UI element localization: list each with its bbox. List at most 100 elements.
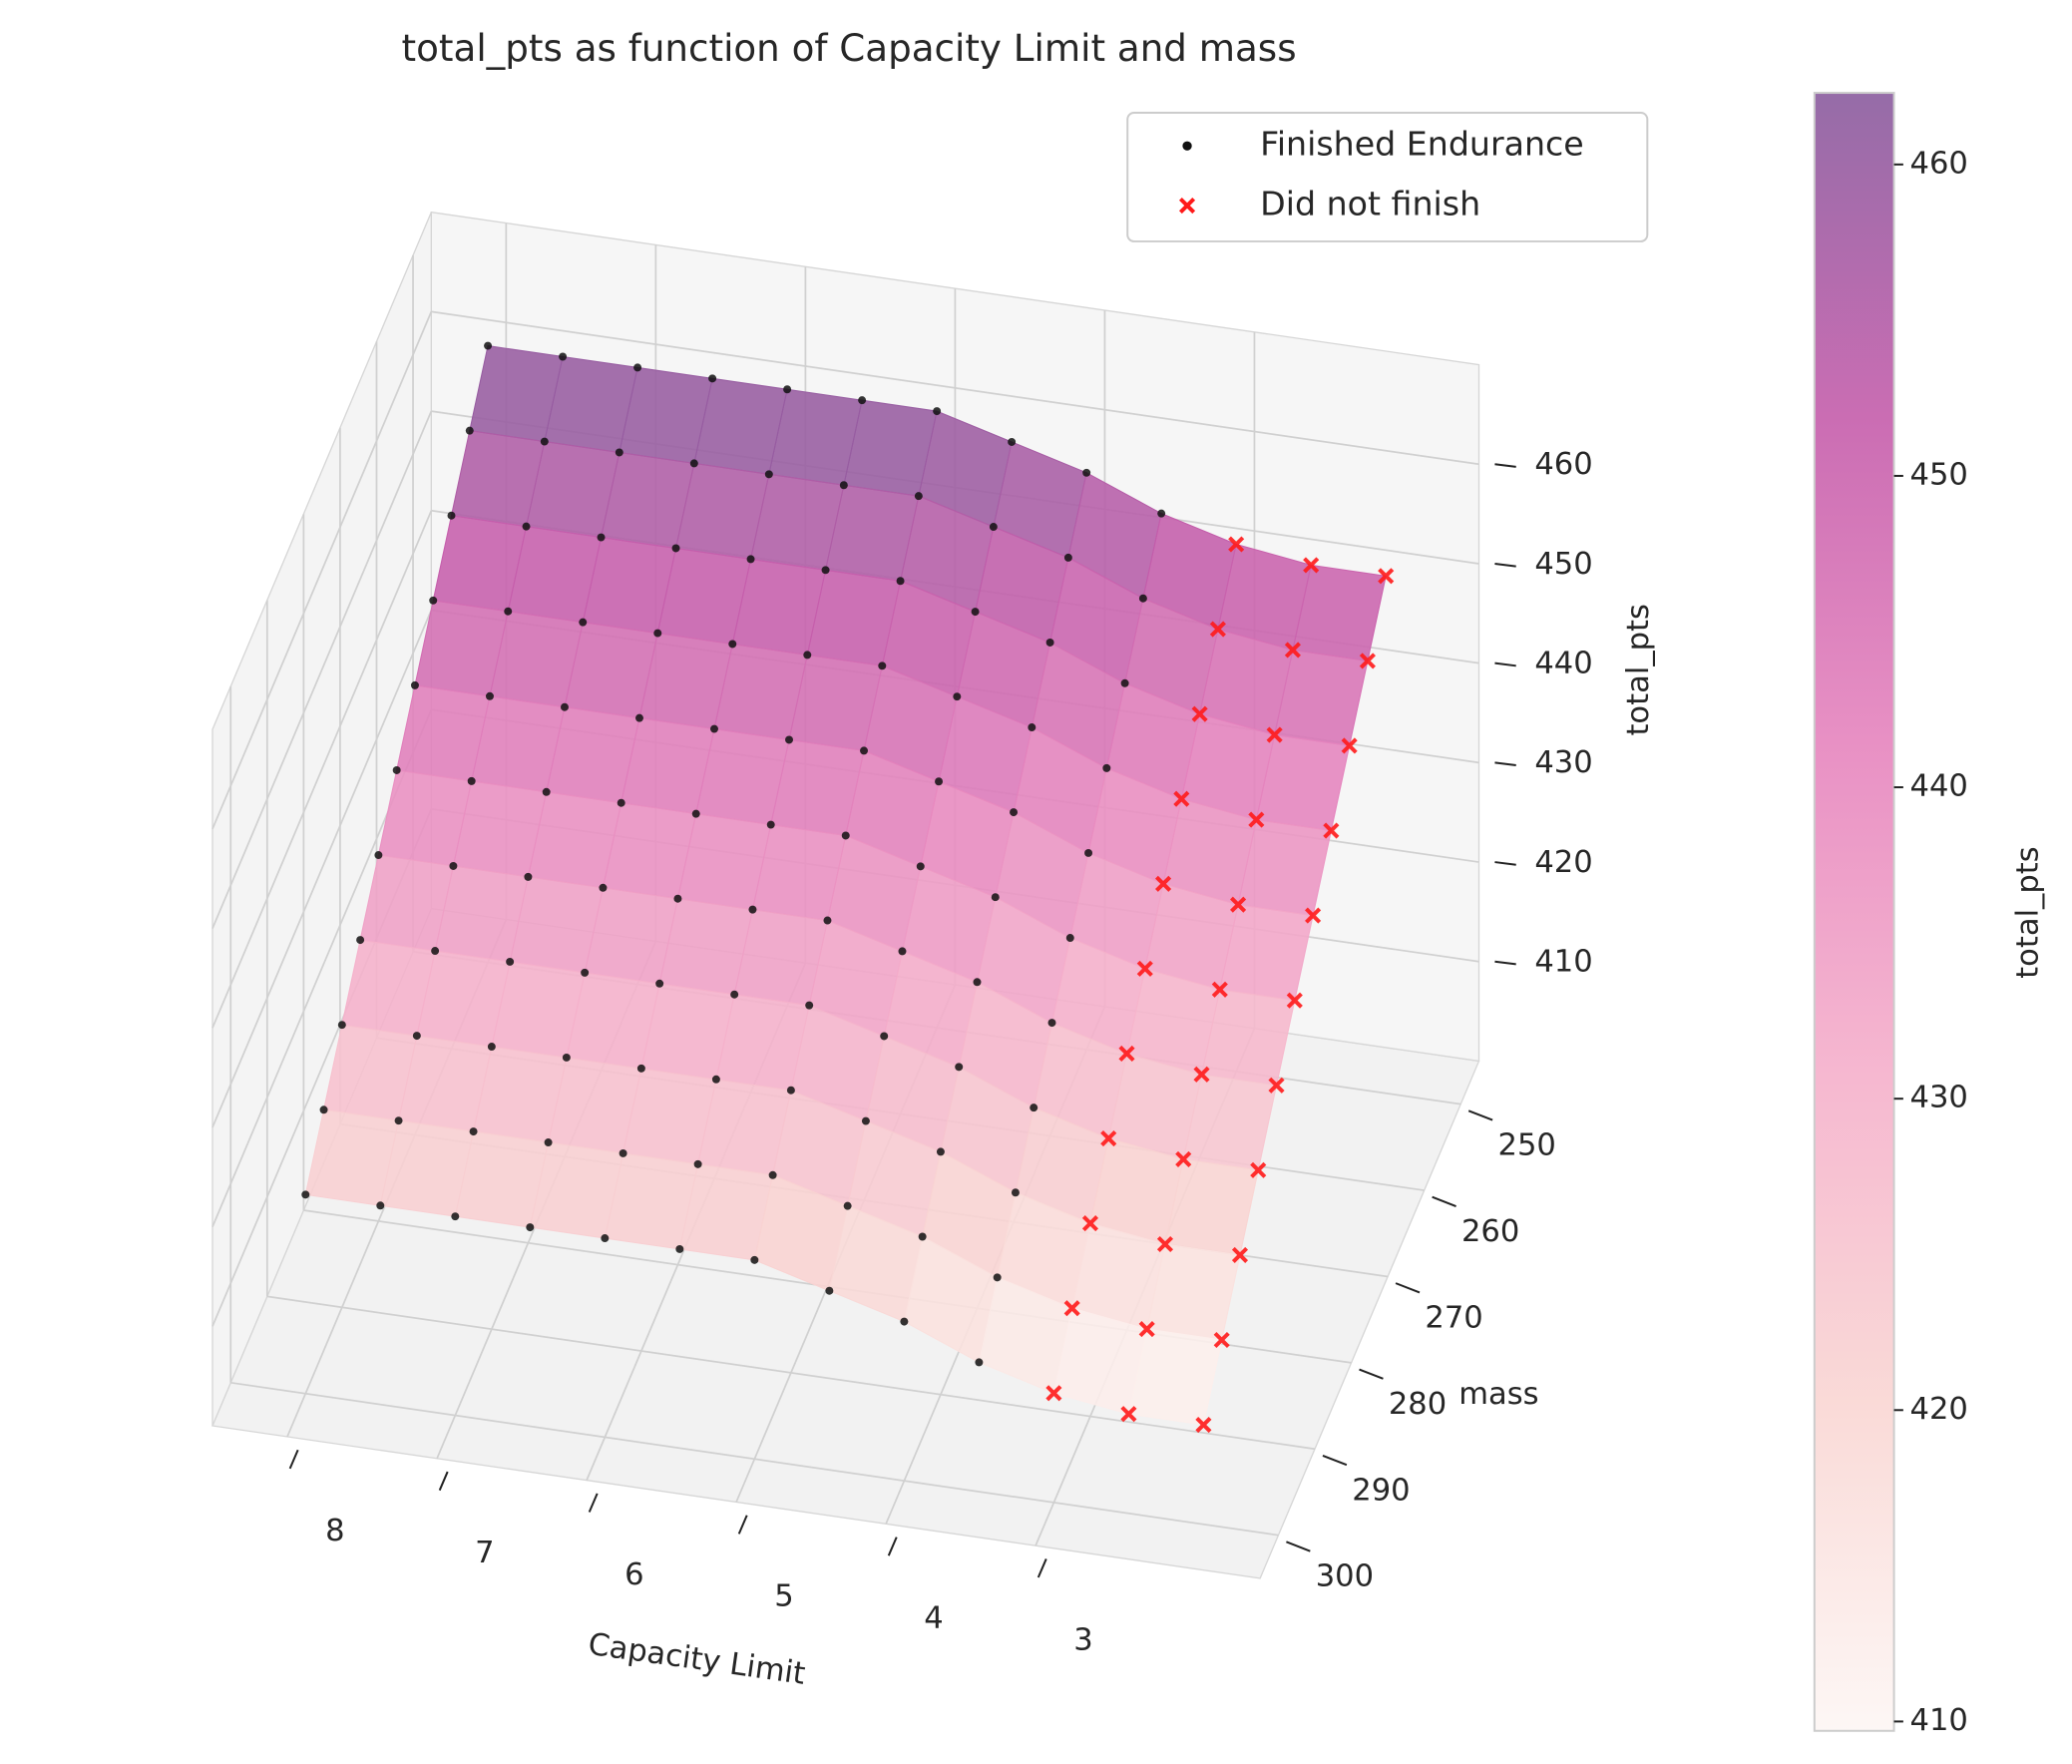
dnf-marker — [1120, 1406, 1137, 1423]
chart-title: total_pts as function of Capacity Limit … — [402, 26, 1297, 70]
finished-marker — [673, 894, 682, 903]
dnf-marker — [1136, 960, 1153, 977]
dnf-marker — [1230, 896, 1247, 913]
y-tick-mark — [1359, 1368, 1384, 1380]
z-tick-mark — [1494, 662, 1516, 667]
x-tick-label: 3 — [1073, 1622, 1092, 1657]
z-tick-label: 410 — [1534, 945, 1592, 980]
finished-marker — [1047, 1019, 1056, 1028]
finished-marker — [896, 577, 905, 586]
finished-marker — [484, 341, 493, 350]
finished-marker — [900, 1317, 909, 1326]
x-tick-mark — [737, 1515, 748, 1535]
finished-marker — [785, 735, 793, 744]
y-tick-mark — [1467, 1109, 1493, 1121]
legend-marker — [1182, 141, 1192, 151]
dnf-marker — [1305, 907, 1322, 924]
z-tick-mark — [1494, 861, 1516, 866]
y-tick-mark — [1395, 1282, 1421, 1294]
finished-marker — [655, 979, 664, 988]
finished-marker — [1157, 509, 1166, 518]
finished-marker — [841, 831, 850, 840]
x-tick-mark — [588, 1493, 599, 1513]
finished-marker — [337, 1021, 346, 1030]
finished-marker — [449, 861, 458, 870]
dnf-marker — [1175, 1150, 1192, 1167]
finished-marker — [933, 407, 942, 416]
finished-marker — [861, 1116, 870, 1125]
finished-marker — [991, 893, 1000, 902]
finished-marker — [394, 1116, 403, 1125]
colorbar-label: total_pts — [2011, 846, 2046, 978]
y-tick-label: 260 — [1461, 1214, 1519, 1249]
finished-marker — [376, 1201, 385, 1210]
z-tick-mark — [1494, 562, 1516, 568]
x-tick-mark — [1036, 1558, 1047, 1578]
finished-marker — [783, 385, 792, 394]
finished-marker — [451, 1212, 460, 1221]
z-tick-mark — [1494, 960, 1516, 966]
finished-marker — [728, 640, 737, 649]
finished-marker — [671, 544, 680, 553]
dnf-marker — [1248, 811, 1265, 828]
x-tick-label: 7 — [475, 1536, 494, 1570]
grid-line — [211, 311, 433, 830]
dnf-marker — [1195, 1417, 1212, 1434]
colorbar-tick-label: 450 — [1910, 457, 1968, 492]
dnf-marker — [1359, 653, 1376, 669]
finished-marker — [878, 662, 887, 670]
finished-marker — [374, 851, 383, 860]
grid-line — [266, 1295, 1316, 1451]
grid-line — [230, 1381, 1279, 1537]
finished-marker — [560, 702, 569, 711]
legend: Finished Endurance Did not finish — [1126, 111, 1649, 242]
finished-marker — [764, 470, 773, 479]
dnf-marker — [1250, 1161, 1267, 1178]
x-tick-label: 4 — [924, 1601, 943, 1636]
finished-marker — [653, 629, 662, 638]
dnf-marker — [1341, 737, 1358, 754]
dnf-marker — [1155, 875, 1172, 892]
finished-marker — [748, 905, 757, 914]
finished-marker — [504, 607, 513, 616]
dnf-marker — [1118, 1045, 1135, 1063]
finished-marker — [412, 1032, 421, 1041]
finished-marker — [615, 448, 623, 457]
finished-marker — [1028, 723, 1036, 732]
finished-marker — [1010, 808, 1019, 817]
finished-marker — [524, 872, 533, 881]
x-tick-label: 6 — [624, 1557, 643, 1592]
z-tick-mark — [1494, 463, 1516, 468]
finished-marker — [634, 713, 643, 722]
y-tick-label: 290 — [1352, 1473, 1410, 1508]
dnf-marker — [1266, 726, 1283, 743]
finished-marker — [599, 883, 608, 892]
finished-marker — [1011, 1188, 1020, 1197]
dnf-marker — [1138, 1321, 1155, 1338]
finished-marker — [823, 916, 832, 925]
finished-marker — [526, 1223, 535, 1232]
y-tick-mark — [1286, 1541, 1311, 1552]
dnf-marker — [1228, 536, 1245, 553]
finished-marker — [730, 990, 739, 999]
z-tick-label: 420 — [1534, 845, 1592, 880]
finished-marker — [447, 511, 456, 520]
finished-marker — [843, 1201, 852, 1210]
finished-marker — [1065, 934, 1074, 943]
legend-label: Finished Endurance — [1260, 125, 1584, 164]
dnf-marker — [1286, 992, 1303, 1009]
finished-marker — [636, 1064, 645, 1073]
finished-marker — [431, 947, 440, 956]
finished-marker — [487, 1043, 496, 1052]
finished-marker — [581, 968, 590, 977]
finished-marker — [975, 1358, 984, 1367]
z-tick-label: 440 — [1534, 646, 1592, 680]
dnf-marker — [1045, 1385, 1062, 1402]
finished-marker — [1045, 638, 1054, 647]
dnf-marker — [1268, 1077, 1285, 1094]
finished-marker — [1084, 848, 1093, 857]
finished-marker — [559, 352, 568, 361]
finished-marker — [485, 691, 494, 700]
finished-marker — [617, 798, 625, 807]
z-tick-label: 460 — [1534, 447, 1592, 482]
